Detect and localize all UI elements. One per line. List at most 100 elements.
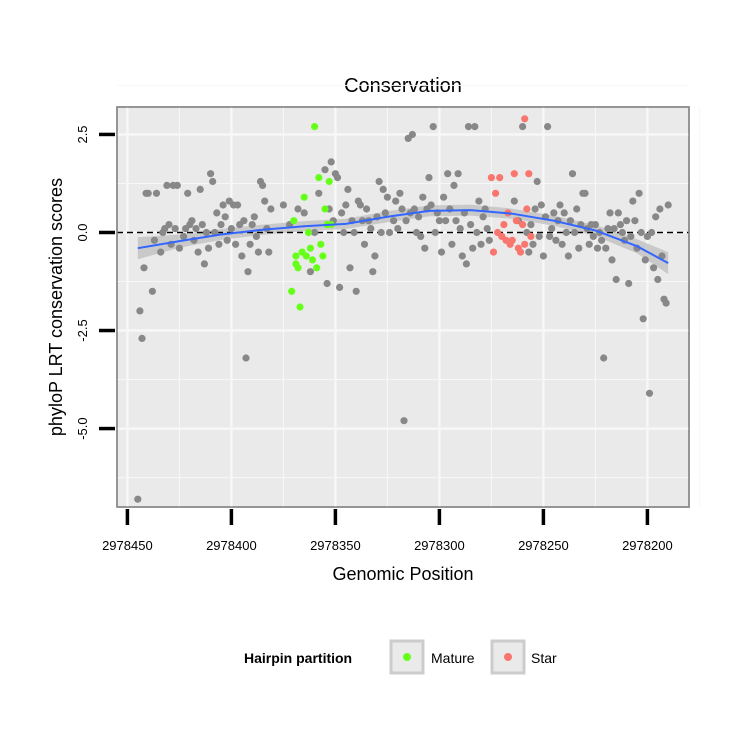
point-other [383, 193, 391, 201]
point-other [614, 209, 622, 217]
point-other [652, 213, 660, 221]
chart-title: Conservation [344, 75, 462, 97]
point-other [240, 217, 248, 225]
point-mature [317, 240, 325, 248]
point-other [246, 240, 254, 248]
point-other [410, 205, 418, 213]
point-other [631, 217, 639, 225]
point-mature [304, 228, 312, 237]
point-other [392, 197, 400, 205]
point-other [618, 228, 627, 237]
point-other [223, 236, 231, 244]
point-other [604, 225, 612, 233]
point-other [458, 252, 466, 260]
point-other [550, 209, 558, 217]
point-mature [319, 252, 327, 260]
point-other [444, 170, 452, 178]
point-other [598, 236, 606, 244]
point-other [379, 185, 387, 193]
point-other [219, 201, 227, 209]
point-other [171, 225, 179, 233]
point-other [315, 189, 323, 197]
point-other [629, 197, 637, 205]
point-other [429, 123, 437, 131]
point-other [473, 228, 481, 237]
point-other [396, 189, 404, 197]
point-other [234, 201, 242, 209]
point-other [377, 228, 385, 237]
legend-label-mature: Mature [431, 650, 475, 666]
point-other [610, 225, 618, 233]
point-other [150, 236, 158, 244]
point-other [527, 221, 535, 229]
point-other [342, 201, 350, 209]
point-other [344, 185, 352, 193]
point-other [152, 189, 161, 197]
legend-marker-mature [403, 653, 411, 661]
y-tick-label: -5.0 [75, 417, 90, 439]
point-other [267, 205, 275, 213]
point-other [402, 217, 410, 225]
point-mature [321, 205, 329, 213]
point-other [535, 232, 543, 240]
point-other [544, 123, 552, 131]
point-star [527, 232, 535, 240]
point-star [500, 221, 508, 229]
point-other [336, 283, 344, 291]
point-other [194, 248, 202, 256]
y-axis: 2.5 0.0 -2.5 -5.0 [75, 125, 115, 440]
point-mature [294, 264, 302, 272]
point-other [564, 252, 573, 260]
point-other [369, 268, 377, 276]
point-other [215, 240, 223, 248]
point-other [566, 217, 575, 225]
point-mature [311, 123, 319, 131]
point-other [456, 225, 464, 233]
smooth-fit-line [137, 209, 669, 264]
point-other [408, 130, 416, 139]
point-other [138, 334, 146, 342]
point-other [327, 158, 335, 166]
point-other [581, 189, 589, 197]
point-other [188, 217, 196, 225]
point-star [510, 170, 518, 178]
data-points [134, 115, 672, 503]
point-other [560, 209, 568, 217]
point-other [227, 225, 235, 233]
smooth-line [137, 209, 669, 264]
point-other [381, 209, 389, 217]
point-other [531, 205, 539, 213]
point-other [427, 201, 435, 209]
point-other [602, 244, 610, 252]
point-other [306, 268, 314, 276]
point-other [350, 228, 358, 237]
x-tick-label: 2978350 [310, 538, 361, 553]
point-other [346, 264, 354, 272]
point-star [523, 205, 531, 213]
point-other [556, 201, 564, 209]
point-other [173, 181, 181, 189]
point-other [431, 228, 439, 237]
point-other [483, 225, 491, 233]
x-tick-label: 2978400 [206, 538, 257, 553]
point-other [573, 205, 581, 213]
point-star [508, 236, 516, 244]
point-other [221, 213, 229, 221]
point-star [521, 115, 529, 123]
point-other [311, 228, 319, 237]
y-axis-title: phyloP LRT conservation scores [46, 178, 66, 436]
x-tick-label: 2978250 [518, 538, 569, 553]
point-other [435, 217, 443, 225]
point-star [489, 248, 498, 256]
point-other [600, 354, 608, 362]
point-other [390, 217, 398, 225]
legend-title: Hairpin partition [244, 650, 352, 666]
point-other [192, 225, 200, 233]
x-axis: 2978450 2978400 2978350 2978300 2978250 29782… [102, 509, 673, 553]
point-other [637, 228, 645, 237]
point-star [487, 174, 495, 182]
point-mature [315, 174, 323, 182]
point-other [537, 201, 545, 209]
plot-border [116, 106, 690, 508]
